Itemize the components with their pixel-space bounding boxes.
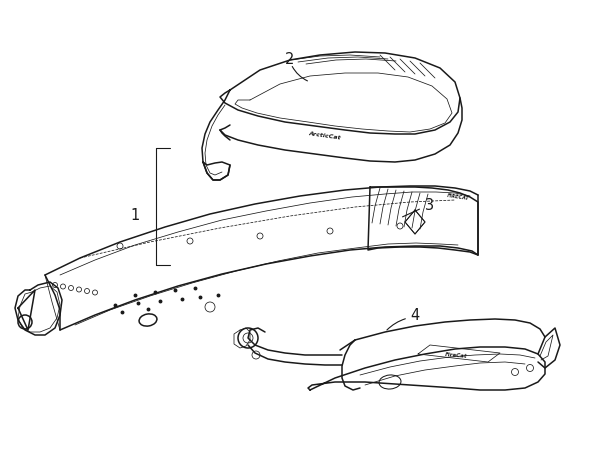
Text: 1: 1	[130, 208, 140, 222]
Text: FireCat: FireCat	[445, 352, 468, 359]
Text: ArcticCat: ArcticCat	[309, 132, 341, 141]
Text: 4: 4	[410, 307, 420, 323]
Text: FIRECAT: FIRECAT	[447, 193, 470, 201]
Text: 3: 3	[426, 198, 435, 212]
Text: 2: 2	[285, 53, 295, 67]
